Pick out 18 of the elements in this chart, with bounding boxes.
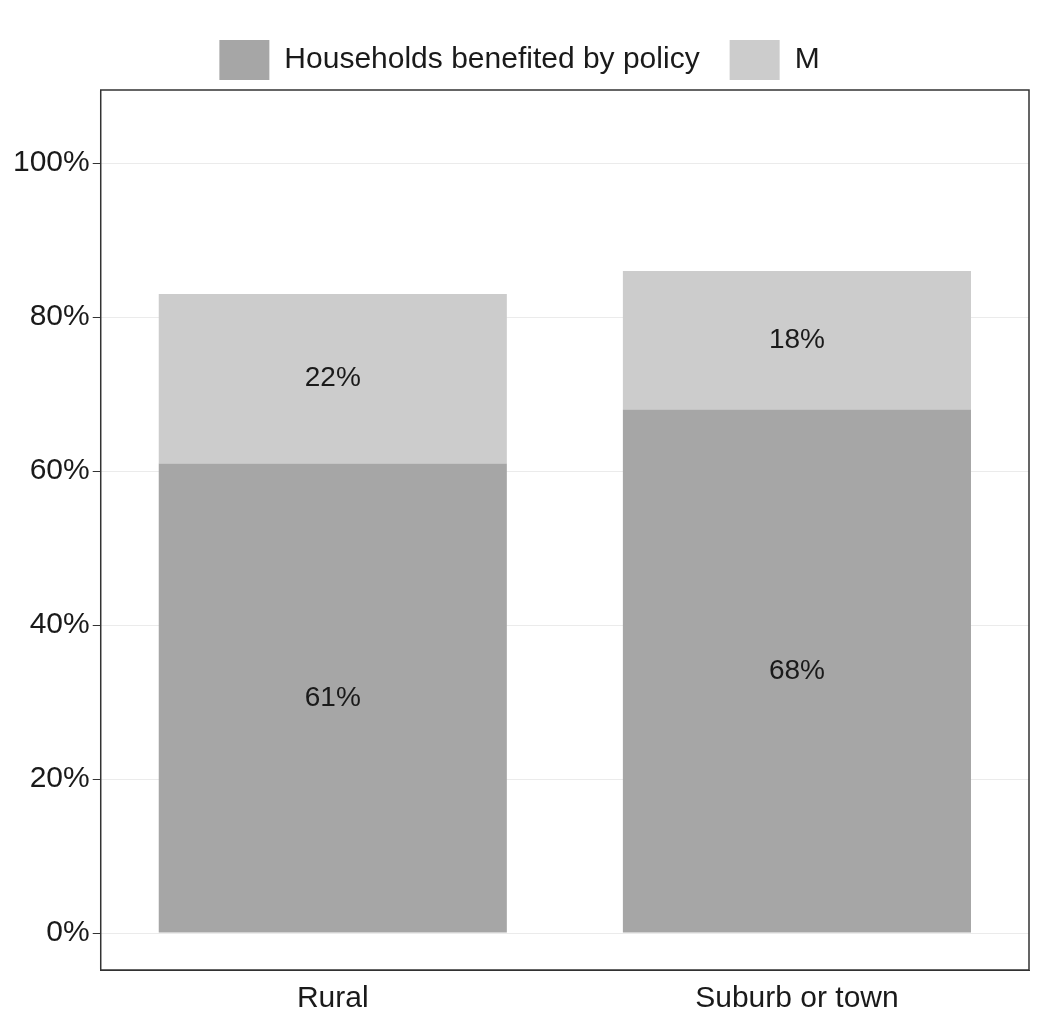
y-tick-label: 40% [29, 606, 90, 640]
y-tick-label: 0% [46, 914, 90, 948]
bar [158, 294, 507, 464]
text: 18% [768, 322, 825, 354]
y-tick-label: 60% [29, 452, 90, 486]
bar [622, 270, 971, 410]
bar [158, 463, 507, 933]
y-tick-label: 80% [29, 298, 90, 332]
bar [622, 409, 971, 933]
text: 61% [304, 680, 361, 712]
y-tick-label: 20% [29, 760, 90, 794]
x-tick-label: Suburb or town [695, 980, 899, 1014]
text: 22% [304, 361, 361, 393]
y-tick-label: 100% [12, 144, 90, 178]
legend-label: M [794, 41, 820, 75]
text: 68% [768, 653, 825, 685]
x-tick-label: Rural [296, 980, 369, 1014]
legend-label: Households benefited by policy [284, 41, 700, 75]
